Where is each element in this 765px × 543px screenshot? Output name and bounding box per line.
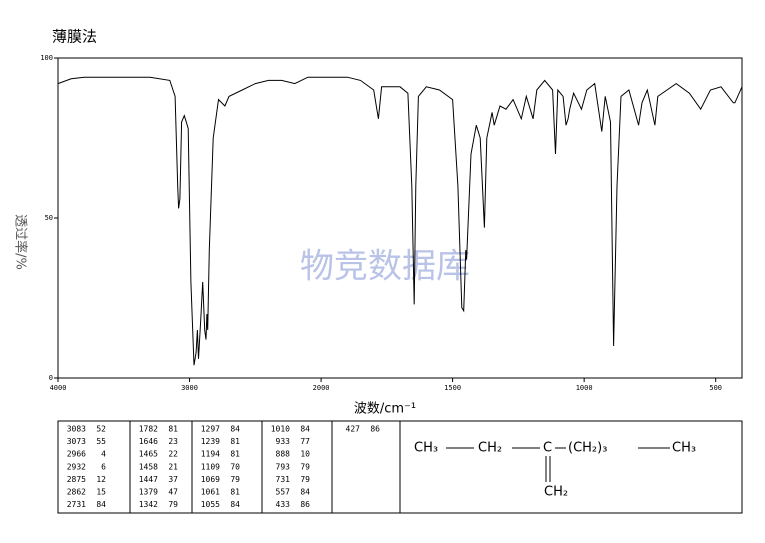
- formula-group: (CH₂)₃: [568, 441, 607, 456]
- peak-transmittance: 79: [230, 475, 240, 484]
- formula-group: CH₃: [414, 441, 438, 456]
- formula-group: CH₃: [672, 441, 696, 456]
- plot-frame: [57, 57, 743, 379]
- peak-wavenumber: 1297: [201, 425, 220, 434]
- peak-transmittance: 10: [300, 450, 310, 459]
- x-tick-label: 4000: [50, 384, 67, 392]
- peak-wavenumber: 2875: [67, 475, 86, 484]
- peak-transmittance: 81: [230, 450, 240, 459]
- x-tick-label: 1000: [576, 384, 593, 392]
- peak-transmittance: 79: [300, 475, 310, 484]
- peak-wavenumber: 1055: [201, 500, 220, 509]
- peak-transmittance: 84: [96, 500, 106, 509]
- peak-transmittance: 15: [96, 488, 106, 497]
- formula-group: CH₂: [478, 441, 502, 456]
- peak-wavenumber: 2731: [67, 500, 86, 509]
- peak-transmittance: 4: [101, 450, 106, 459]
- peak-wavenumber: 2862: [67, 488, 86, 497]
- peak-wavenumber: 1447: [139, 475, 158, 484]
- peak-wavenumber: 1379: [139, 488, 158, 497]
- peak-transmittance: 81: [230, 488, 240, 497]
- peak-transmittance: 79: [300, 462, 310, 471]
- peak-wavenumber: 3083: [67, 425, 86, 434]
- peak-transmittance: 23: [168, 437, 178, 446]
- peak-transmittance: 77: [300, 437, 310, 446]
- formula-group: C: [543, 441, 552, 456]
- peak-wavenumber: 1010: [271, 425, 290, 434]
- peak-wavenumber: 3073: [67, 437, 86, 446]
- peak-transmittance: 6: [101, 462, 106, 471]
- peak-transmittance: 84: [300, 425, 310, 434]
- peak-transmittance: 47: [168, 488, 178, 497]
- peak-transmittance: 81: [230, 437, 240, 446]
- peak-wavenumber: 1458: [139, 462, 158, 471]
- peak-transmittance: 86: [370, 425, 380, 434]
- peak-wavenumber: 1109: [201, 462, 220, 471]
- peak-transmittance: 84: [300, 488, 310, 497]
- x-axis-label: 波数/cm⁻¹: [354, 402, 416, 417]
- peak-wavenumber: 1194: [201, 450, 220, 459]
- peak-transmittance: 86: [300, 500, 310, 509]
- peak-transmittance: 37: [168, 475, 178, 484]
- peak-wavenumber: 433: [276, 500, 291, 509]
- peak-transmittance: 79: [168, 500, 178, 509]
- peak-wavenumber: 1069: [201, 475, 220, 484]
- peak-transmittance: 81: [168, 425, 178, 434]
- peak-wavenumber: 1782: [139, 425, 158, 434]
- formula-branch: CH₂: [544, 485, 568, 500]
- peak-transmittance: 84: [230, 425, 240, 434]
- peak-wavenumber: 1646: [139, 437, 158, 446]
- x-tick-label: 500: [709, 384, 722, 392]
- peak-wavenumber: 2932: [67, 462, 86, 471]
- x-tick-label: 1500: [444, 384, 461, 392]
- x-tick-label: 3000: [181, 384, 198, 392]
- peak-wavenumber: 427: [346, 425, 361, 434]
- y-tick-label: 50: [45, 214, 53, 222]
- y-tick-label: 0: [49, 374, 53, 382]
- peak-transmittance: 12: [96, 475, 106, 484]
- peak-transmittance: 52: [96, 425, 106, 434]
- peak-transmittance: 55: [96, 437, 106, 446]
- peak-wavenumber: 1465: [139, 450, 158, 459]
- watermark: 物竞数据库: [300, 247, 470, 287]
- peak-wavenumber: 933: [276, 437, 291, 446]
- peak-wavenumber: 793: [276, 462, 291, 471]
- spectrum-line: [57, 76, 743, 366]
- peak-wavenumber: 1061: [201, 488, 220, 497]
- peak-transmittance: 21: [168, 462, 178, 471]
- peak-wavenumber: 731: [276, 475, 291, 484]
- peak-wavenumber: 557: [276, 488, 291, 497]
- peak-wavenumber: 2966: [67, 450, 86, 459]
- peak-transmittance: 70: [230, 462, 240, 471]
- chart-title: 薄膜法: [52, 28, 97, 46]
- peak-wavenumber: 1239: [201, 437, 220, 446]
- y-tick-label: 100: [40, 54, 53, 62]
- y-axis-label: 透过率/%: [13, 214, 29, 270]
- peak-transmittance: 22: [168, 450, 178, 459]
- peak-transmittance: 84: [230, 500, 240, 509]
- x-tick-label: 2000: [313, 384, 330, 392]
- peak-wavenumber: 1342: [139, 500, 158, 509]
- peak-wavenumber: 888: [276, 450, 291, 459]
